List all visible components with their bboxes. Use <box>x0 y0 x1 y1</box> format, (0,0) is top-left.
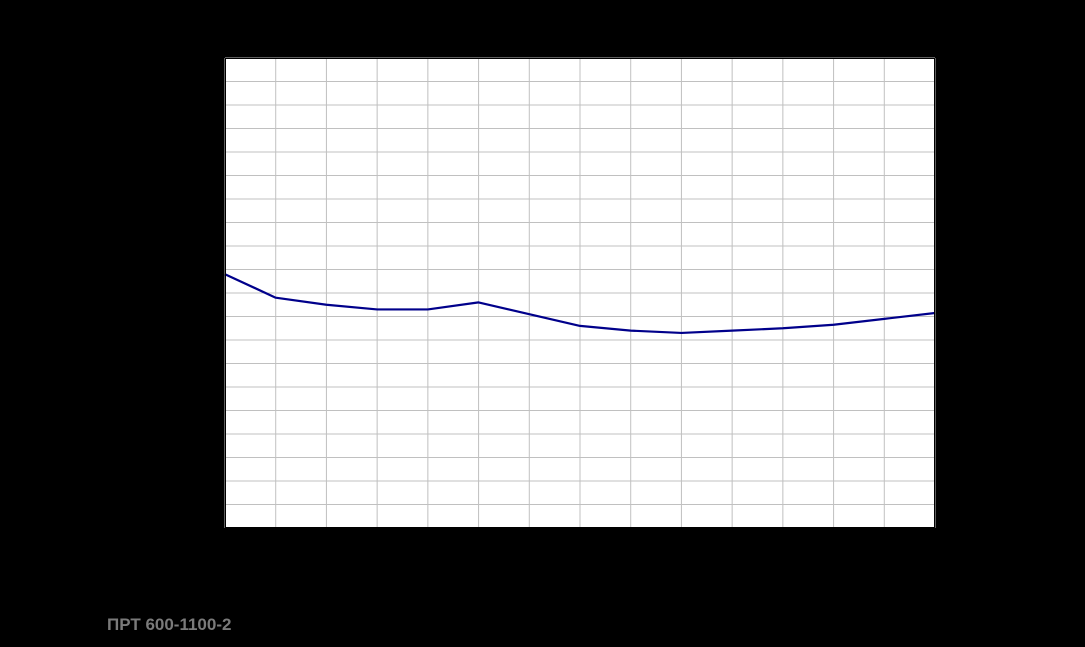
chart-container <box>0 0 1085 647</box>
grid <box>225 58 935 528</box>
chart-caption: ПРТ 600-1100-2 <box>107 615 231 635</box>
axis-overlay <box>175 528 950 581</box>
